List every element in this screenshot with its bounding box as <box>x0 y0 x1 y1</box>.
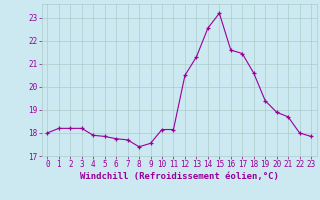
X-axis label: Windchill (Refroidissement éolien,°C): Windchill (Refroidissement éolien,°C) <box>80 172 279 181</box>
